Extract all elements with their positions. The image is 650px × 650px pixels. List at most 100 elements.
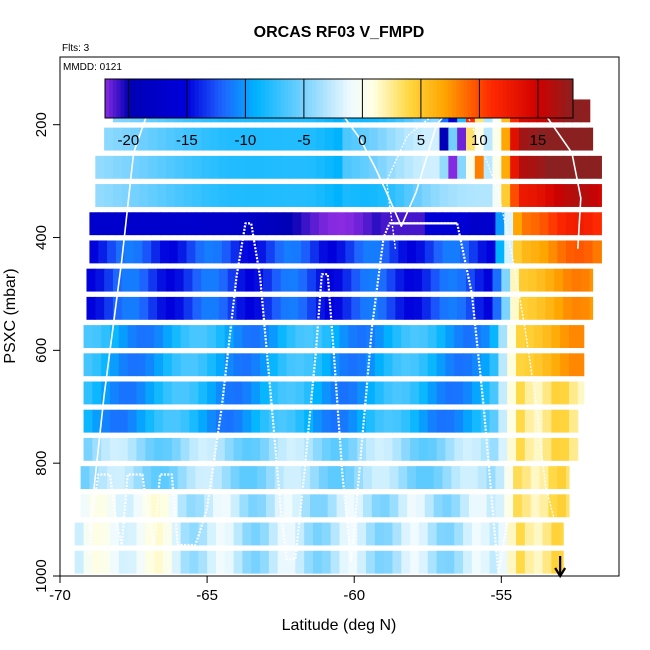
heatmap-cell bbox=[424, 466, 435, 490]
heatmap-cell bbox=[471, 409, 482, 433]
heatmap-cell bbox=[363, 212, 373, 236]
heatmap-cell bbox=[162, 381, 173, 405]
heatmap-cell bbox=[130, 268, 141, 292]
heatmap-cell bbox=[307, 155, 317, 179]
heatmap-cell bbox=[92, 353, 102, 377]
heatmap-cell bbox=[533, 381, 544, 405]
colorbar-segment bbox=[319, 79, 324, 118]
colorbar-segment bbox=[413, 79, 418, 118]
heatmap-cell bbox=[457, 184, 467, 207]
heatmap-cell bbox=[410, 353, 420, 377]
heatmap-cell bbox=[401, 522, 411, 546]
heatmap-cell bbox=[263, 296, 273, 320]
heatmap-cell bbox=[560, 409, 570, 433]
heatmap-cell bbox=[468, 212, 479, 236]
heatmap-cell bbox=[274, 466, 285, 490]
heatmap-cell bbox=[162, 325, 173, 348]
heatmap-cell bbox=[568, 381, 579, 405]
heatmap-cell bbox=[92, 550, 102, 574]
heatmap-cell bbox=[374, 550, 385, 574]
heatmap-cell bbox=[198, 437, 208, 461]
heatmap-cell bbox=[524, 437, 535, 461]
colorbar-segment bbox=[378, 79, 383, 118]
colorbar-segment bbox=[514, 79, 519, 118]
y-axis-label: PSXC (mbar) bbox=[2, 268, 19, 363]
heatmap-cell bbox=[427, 325, 438, 348]
heatmap-cell bbox=[365, 409, 376, 433]
colorbar-segment bbox=[409, 79, 414, 118]
heatmap-cell bbox=[383, 325, 394, 348]
heatmap-cell bbox=[248, 212, 258, 236]
colorbar-segment bbox=[342, 79, 348, 118]
heatmap-cell bbox=[536, 127, 547, 151]
colorbar-segment bbox=[487, 79, 492, 118]
heatmap-cell bbox=[142, 212, 152, 236]
colorbar-tick-label: 10 bbox=[471, 132, 488, 149]
heatmap-cell bbox=[295, 325, 305, 348]
heatmap-cell bbox=[457, 268, 467, 292]
heatmap-cell bbox=[118, 550, 129, 574]
heatmap-cell bbox=[527, 268, 538, 292]
heatmap-cell bbox=[545, 184, 555, 207]
colorbar-segment bbox=[393, 79, 398, 118]
heatmap-cell bbox=[330, 550, 341, 574]
heatmap-cell bbox=[301, 212, 311, 236]
heatmap-cell bbox=[80, 466, 91, 490]
heatmap-cell bbox=[348, 381, 358, 405]
heatmap-cell bbox=[110, 522, 120, 546]
heatmap-cell bbox=[380, 466, 391, 490]
colorbar-segment bbox=[120, 79, 125, 118]
colorbar-segment bbox=[561, 79, 566, 118]
heatmap-cell bbox=[498, 381, 508, 405]
heatmap-cell bbox=[257, 494, 267, 518]
heatmap-cell bbox=[160, 212, 170, 236]
heatmap-cell bbox=[498, 437, 508, 461]
heatmap-cell bbox=[410, 409, 420, 433]
colorbar-segment bbox=[303, 79, 309, 118]
heatmap-cell bbox=[315, 127, 326, 151]
heatmap-cell bbox=[257, 240, 267, 264]
heatmap-cell bbox=[533, 353, 544, 377]
heatmap-cell bbox=[227, 127, 238, 151]
colorbar-segment bbox=[292, 79, 297, 118]
heatmap-cell bbox=[536, 155, 547, 179]
heatmap-cell bbox=[236, 296, 246, 320]
colorbar-segment bbox=[483, 79, 488, 118]
heatmap-cell bbox=[330, 522, 341, 546]
heatmap-cell bbox=[439, 127, 449, 151]
heatmap-cell bbox=[204, 212, 214, 236]
heatmap-cell bbox=[268, 522, 279, 546]
heatmap-cell bbox=[315, 184, 326, 207]
colorbar-segment bbox=[257, 79, 262, 118]
heatmap-cell bbox=[498, 409, 508, 433]
heatmap-cell bbox=[507, 381, 517, 405]
heatmap-cell bbox=[551, 437, 561, 461]
heatmap-cell bbox=[304, 325, 314, 348]
heatmap-cell bbox=[380, 494, 391, 518]
heatmap-cell bbox=[74, 550, 85, 574]
heatmap-cell bbox=[174, 296, 185, 320]
colorbar-segment bbox=[479, 79, 484, 118]
heatmap-cell bbox=[483, 296, 494, 320]
heatmap-cell bbox=[210, 155, 220, 179]
heatmap-cell bbox=[504, 240, 514, 264]
heatmap-cell bbox=[392, 522, 402, 546]
heatmap-cell bbox=[568, 409, 579, 433]
heatmap-cell bbox=[207, 381, 217, 405]
heatmap-cell bbox=[504, 212, 514, 236]
heatmap-cell bbox=[348, 522, 358, 546]
heatmap-cell bbox=[154, 409, 164, 433]
heatmap-cell bbox=[233, 325, 244, 348]
heatmap-cell bbox=[401, 325, 411, 348]
heatmap-cell bbox=[345, 212, 355, 236]
heatmap-cell bbox=[89, 212, 99, 236]
heatmap-cell bbox=[110, 325, 120, 348]
heatmap-cell bbox=[507, 437, 517, 461]
heatmap-cell bbox=[207, 550, 217, 574]
heatmap-cell bbox=[124, 240, 135, 264]
heatmap-cell bbox=[186, 240, 196, 264]
heatmap-cell bbox=[171, 381, 182, 405]
heatmap-cell bbox=[392, 437, 402, 461]
heatmap-cell bbox=[186, 212, 196, 236]
heatmap-cell bbox=[121, 155, 132, 179]
